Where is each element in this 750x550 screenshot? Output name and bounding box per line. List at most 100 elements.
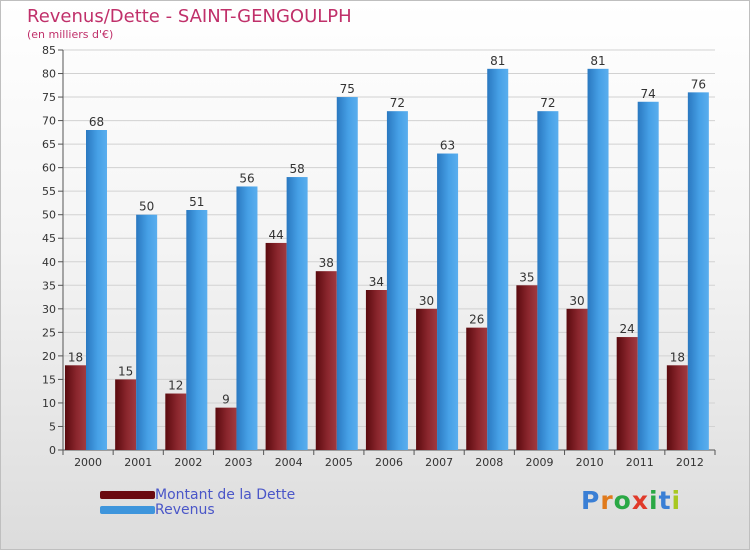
x-tick-label: 2005 xyxy=(325,456,353,469)
bar-debt xyxy=(416,308,438,450)
bar-debt xyxy=(616,337,638,450)
data-label: 50 xyxy=(139,200,154,214)
bar-debt xyxy=(65,365,86,450)
data-label: 76 xyxy=(691,77,706,91)
x-tick-label: 2008 xyxy=(475,456,503,469)
logo-letter: P xyxy=(581,486,601,515)
y-tick-label: 85 xyxy=(42,44,56,57)
bar-debt xyxy=(315,271,337,450)
data-label: 15 xyxy=(118,364,133,378)
legend-swatch-revenue xyxy=(100,506,155,514)
logo-letter: t xyxy=(658,486,672,515)
y-tick-label: 5 xyxy=(49,420,56,433)
data-label: 18 xyxy=(68,350,83,364)
data-label: 72 xyxy=(390,96,405,110)
x-tick-label: 2001 xyxy=(124,456,152,469)
x-tick-label: 2000 xyxy=(74,456,102,469)
logo-letter: o xyxy=(613,486,632,515)
y-tick-label: 70 xyxy=(42,115,56,128)
x-tick-label: 2002 xyxy=(174,456,202,469)
legend-label-revenue: Revenus xyxy=(155,502,215,518)
data-label: 75 xyxy=(340,82,355,96)
bar-revenue xyxy=(437,153,459,450)
y-tick-label: 65 xyxy=(42,138,56,151)
logo-letter: i xyxy=(649,486,659,515)
proxiti-logo: Proxiti xyxy=(581,486,681,515)
data-label: 12 xyxy=(168,379,183,393)
bar-revenue xyxy=(687,92,709,451)
data-label: 81 xyxy=(590,54,605,68)
y-tick-label: 55 xyxy=(42,185,56,198)
bar-debt xyxy=(165,393,187,450)
bar-revenue xyxy=(637,101,659,450)
logo-letter: x xyxy=(631,486,649,515)
data-label: 18 xyxy=(670,350,685,364)
x-tick-label: 2009 xyxy=(525,456,553,469)
data-label: 35 xyxy=(519,270,534,284)
bars xyxy=(65,68,709,451)
data-label: 56 xyxy=(239,171,254,185)
bar-revenue xyxy=(236,186,258,450)
y-tick-label: 45 xyxy=(42,232,56,245)
bar-debt xyxy=(265,242,287,450)
legend-label-debt: Montant de la Dette xyxy=(155,487,296,503)
y-tick-label: 25 xyxy=(42,326,56,339)
bar-revenue xyxy=(286,177,308,450)
data-label: 38 xyxy=(319,256,334,270)
y-tick-label: 75 xyxy=(42,91,56,104)
y-tick-label: 10 xyxy=(42,397,56,410)
y-tick-label: 35 xyxy=(42,279,56,292)
x-tick-label: 2004 xyxy=(275,456,303,469)
x-tick-label: 2010 xyxy=(576,456,604,469)
x-tick-label: 2011 xyxy=(626,456,654,469)
bar-revenue xyxy=(186,210,208,450)
chart-subtitle: (en milliers d'€) xyxy=(27,28,114,41)
legend-swatch-debt xyxy=(100,491,155,499)
bar-debt xyxy=(566,308,588,450)
data-label: 51 xyxy=(189,195,204,209)
data-label: 63 xyxy=(440,139,455,153)
y-tick-label: 40 xyxy=(42,256,56,269)
data-label: 9 xyxy=(222,393,230,407)
data-label: 72 xyxy=(540,96,555,110)
logo-letter: i xyxy=(671,486,682,515)
bar-debt xyxy=(215,407,237,450)
bar-revenue xyxy=(386,111,408,451)
data-label: 68 xyxy=(89,115,104,129)
data-label: 81 xyxy=(490,54,505,68)
data-label: 30 xyxy=(569,294,584,308)
y-tick-label: 15 xyxy=(42,373,56,386)
data-label: 44 xyxy=(268,228,283,242)
bar-revenue xyxy=(487,68,509,450)
x-tick-label: 2007 xyxy=(425,456,453,469)
x-tick-label: 2012 xyxy=(676,456,704,469)
bar-revenue xyxy=(537,111,559,451)
y-tick-label: 30 xyxy=(42,303,56,316)
data-labels: 18 68 15 50 12 51 9 56 44 58 38 75 34 72 30 63 26 81 35 72 3… xyxy=(68,54,706,407)
logo-letter: r xyxy=(600,486,614,515)
y-tick-label: 60 xyxy=(42,162,56,175)
x-tick-label: 2006 xyxy=(375,456,403,469)
bar-debt xyxy=(516,285,538,450)
y-tick-label: 80 xyxy=(42,68,56,81)
bar-revenue xyxy=(86,130,107,450)
bar-debt xyxy=(365,290,387,450)
data-label: 58 xyxy=(289,162,304,176)
bar-revenue xyxy=(336,97,358,450)
data-label: 34 xyxy=(369,275,384,289)
chart-title: Revenus/Dette - SAINT-GENGOULPH xyxy=(27,6,352,27)
bar-revenue xyxy=(136,214,158,450)
y-tick-label: 0 xyxy=(49,444,56,457)
bar-revenue xyxy=(587,68,609,450)
data-label: 26 xyxy=(469,313,484,327)
bar-debt xyxy=(466,327,488,450)
data-label: 74 xyxy=(641,87,656,101)
data-label: 24 xyxy=(620,322,635,336)
x-tick-label: 2003 xyxy=(225,456,253,469)
bar-debt xyxy=(666,365,688,450)
y-tick-label: 50 xyxy=(42,209,56,222)
y-tick-label: 20 xyxy=(42,350,56,363)
bar-debt xyxy=(115,379,137,450)
